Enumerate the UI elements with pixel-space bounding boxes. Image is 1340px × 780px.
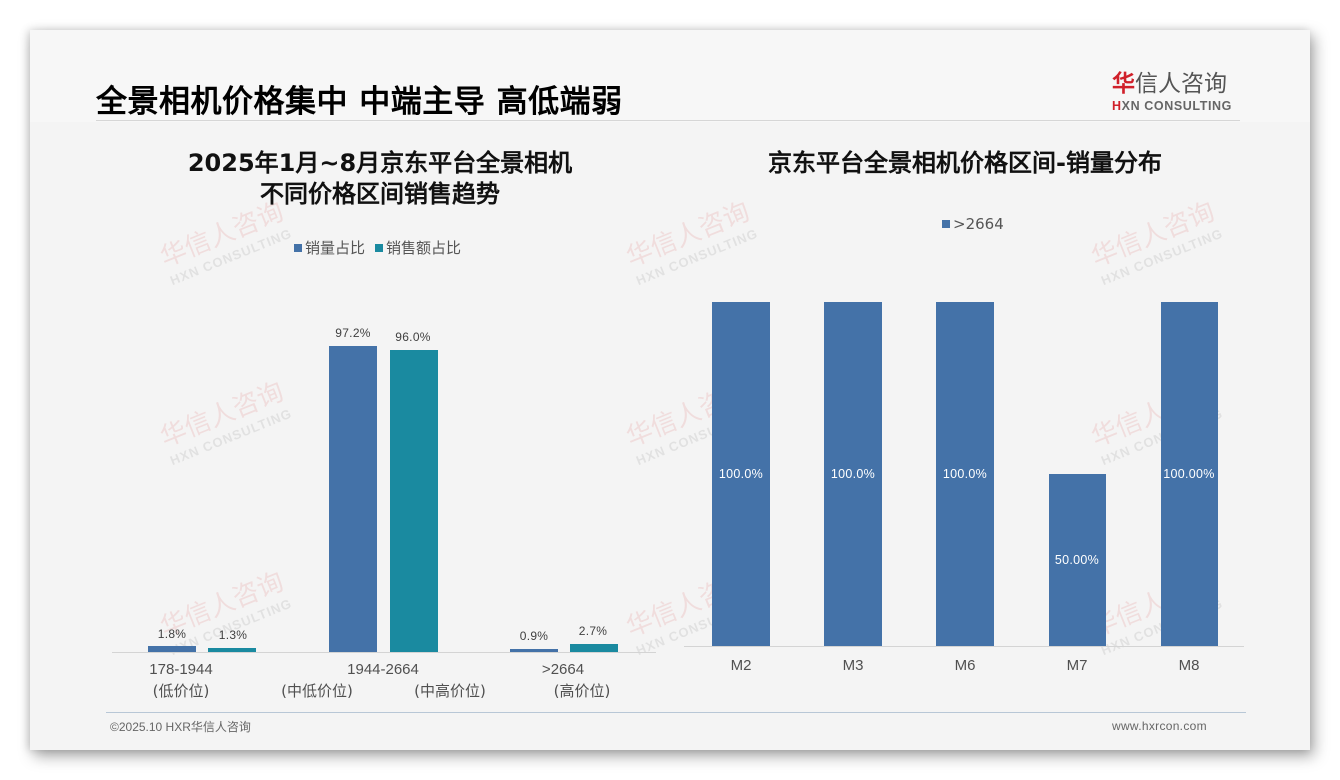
- bar-value-label: 97.2%: [335, 326, 371, 340]
- x-axis-line: [684, 646, 1244, 647]
- category-sublabel: (中低价位): [281, 682, 353, 700]
- bar-m8: [1161, 302, 1218, 646]
- bar-value-label: 100.0%: [718, 467, 764, 481]
- bar-volume-gt2664: [510, 649, 558, 652]
- bar-value-label: 0.9%: [519, 629, 549, 643]
- legend-swatch-icon: [375, 243, 384, 252]
- category-label: 178-1944: [149, 661, 213, 678]
- footer-copyright: ©2025.10 HXR华信人咨询: [110, 720, 251, 734]
- bar-sales-1944-2664: [390, 350, 438, 652]
- category-label: M6: [954, 657, 976, 674]
- logo-cn: 华信人咨询: [1112, 71, 1227, 97]
- category-label: >2664: [541, 661, 585, 678]
- category-sublabel: (高价位): [553, 682, 611, 700]
- bar-value-label: 1.3%: [218, 628, 248, 642]
- bar-m6: [936, 302, 994, 646]
- chart-legend: >2664: [942, 215, 1004, 233]
- bar-value-label: 50.00%: [1054, 553, 1100, 567]
- header-band: [30, 30, 1310, 122]
- footer-divider: [106, 712, 1246, 713]
- category-label: M8: [1178, 657, 1200, 674]
- chart-legend: 销量占比 销售额占比: [294, 237, 461, 258]
- legend-item-volume: 销量占比: [294, 237, 365, 258]
- category-label: M2: [730, 657, 752, 674]
- logo-en: HXN CONSULTING: [1112, 99, 1232, 113]
- bar-m2: [712, 302, 770, 646]
- bar-sales-gt2664: [570, 644, 618, 652]
- page-title: 全景相机价格集中 中端主导 高低端弱: [96, 84, 623, 120]
- category-sublabel: (中高价位): [414, 682, 486, 700]
- x-axis-line: [112, 652, 656, 653]
- bar-value-label: 1.8%: [157, 627, 187, 641]
- category-sublabel: (低价位): [152, 682, 210, 700]
- bar-m3: [824, 302, 882, 646]
- bar-volume-178-1944: [148, 646, 196, 652]
- bar-m7: [1049, 474, 1106, 646]
- bar-value-label: 100.0%: [830, 467, 876, 481]
- category-label: M7: [1066, 657, 1088, 674]
- legend-swatch-icon: [294, 243, 302, 252]
- bar-value-label: 100.00%: [1163, 467, 1215, 481]
- title-divider: [96, 120, 1240, 121]
- bar-value-label: 96.0%: [395, 330, 431, 344]
- legend-item-sales: 销售额占比: [375, 237, 461, 258]
- chart-title: 京东平台全景相机价格区间-销量分布: [768, 149, 1162, 177]
- footer-website: www.hxrcon.com: [1112, 719, 1207, 733]
- bar-value-label: 100.0%: [942, 467, 988, 481]
- chart-title: 2025年1月~8月京东平台全景相机 不同价格区间销售趋势: [187, 149, 573, 208]
- legend-swatch-icon: [942, 220, 950, 228]
- legend-item-gt2664: >2664: [942, 215, 1004, 233]
- category-label: M3: [842, 657, 864, 674]
- company-logo: 华信人咨询 HXN CONSULTING: [1112, 64, 1242, 113]
- category-label: 1944-2664: [347, 661, 419, 678]
- bar-volume-1944-2664: [329, 346, 377, 652]
- slide: 华信人咨询 HXN CONSULTING 华信人咨询 HXN CONSULTING …: [30, 30, 1310, 750]
- bar-value-label: 2.7%: [578, 624, 608, 638]
- bar-sales-178-1944: [208, 648, 256, 652]
